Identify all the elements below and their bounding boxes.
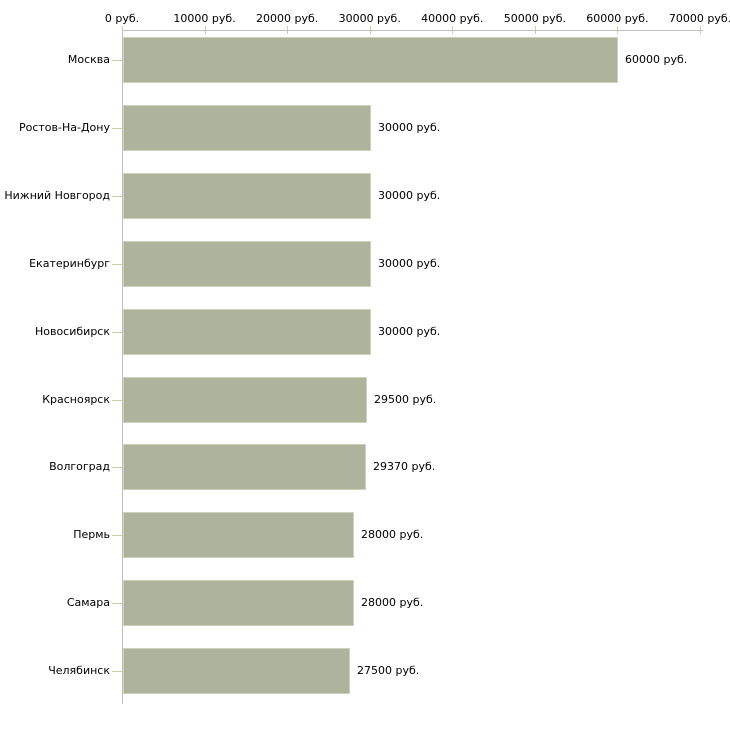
category-label: Челябинск bbox=[48, 664, 110, 678]
bar bbox=[123, 512, 354, 559]
value-label: 60000 руб. bbox=[625, 53, 688, 66]
y-tick-mark bbox=[112, 60, 122, 61]
value-label: 29370 руб. bbox=[373, 460, 436, 474]
y-tick-mark bbox=[112, 128, 122, 129]
value-label: 30000 руб. bbox=[378, 188, 441, 202]
y-tick-mark bbox=[112, 332, 122, 333]
value-label: 30000 руб. bbox=[378, 324, 441, 338]
x-tick-label: 0 руб. bbox=[104, 12, 140, 25]
x-tick-label: 60000 руб. bbox=[586, 12, 649, 25]
y-tick-mark bbox=[112, 535, 122, 536]
x-tick-label: 70000 руб. bbox=[668, 12, 730, 25]
bar bbox=[123, 648, 350, 695]
bar bbox=[123, 37, 618, 83]
category-label: Ростов-На-Дону bbox=[18, 120, 110, 134]
bar bbox=[123, 104, 371, 151]
x-tick-label: 50000 руб. bbox=[503, 12, 566, 25]
x-tick-label: 10000 руб. bbox=[173, 12, 236, 25]
x-axis-line bbox=[122, 30, 703, 31]
value-label: 30000 руб. bbox=[378, 256, 441, 270]
y-tick-mark bbox=[112, 400, 122, 401]
y-tick-mark bbox=[112, 671, 122, 672]
x-tick-label: 30000 руб. bbox=[338, 12, 401, 25]
y-tick-mark bbox=[112, 196, 122, 197]
category-label: Москва bbox=[67, 53, 110, 66]
y-axis-line bbox=[122, 30, 123, 704]
bar bbox=[123, 580, 354, 627]
category-label: Екатеринбург bbox=[29, 256, 110, 270]
value-label: 30000 руб. bbox=[378, 120, 441, 134]
value-label: 28000 руб. bbox=[361, 528, 424, 542]
category-label: Самара bbox=[66, 596, 110, 610]
category-label: Пермь bbox=[73, 528, 110, 542]
value-label: 28000 руб. bbox=[361, 596, 424, 610]
y-tick-mark bbox=[112, 467, 122, 468]
value-label: 27500 руб. bbox=[357, 664, 420, 678]
category-label: Красноярск bbox=[42, 392, 110, 406]
y-tick-mark bbox=[112, 264, 122, 265]
bar bbox=[123, 172, 371, 219]
x-tick-label: 40000 руб. bbox=[421, 12, 484, 25]
y-tick-mark bbox=[112, 603, 122, 604]
category-label: Волгоград bbox=[49, 460, 110, 474]
value-label: 29500 руб. bbox=[374, 392, 437, 406]
category-label: Новосибирск bbox=[34, 324, 110, 338]
x-tick-label: 20000 руб. bbox=[256, 12, 319, 25]
bar bbox=[123, 240, 371, 287]
bar bbox=[123, 376, 367, 423]
bar bbox=[123, 444, 366, 491]
bar bbox=[123, 308, 371, 355]
category-label: Нижний Новгород bbox=[4, 188, 110, 202]
